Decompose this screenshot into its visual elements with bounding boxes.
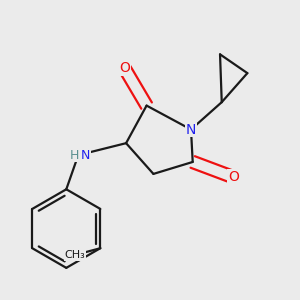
Text: H: H xyxy=(70,148,79,162)
Text: N: N xyxy=(81,148,91,162)
Text: O: O xyxy=(119,61,130,75)
Text: O: O xyxy=(228,170,239,184)
Text: N: N xyxy=(186,122,196,136)
Text: CH₃: CH₃ xyxy=(64,250,85,260)
